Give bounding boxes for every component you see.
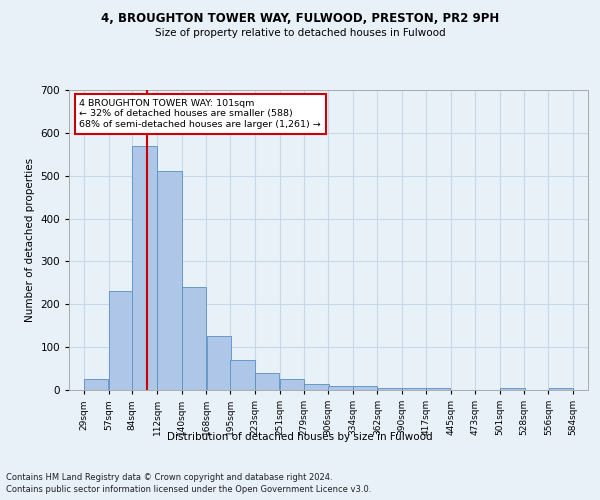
- Bar: [304, 384, 329, 390]
- Bar: [353, 386, 377, 390]
- Bar: [548, 388, 573, 390]
- Bar: [84, 380, 109, 390]
- Bar: [230, 360, 255, 390]
- Bar: [280, 380, 304, 390]
- Text: Distribution of detached houses by size in Fulwood: Distribution of detached houses by size …: [167, 432, 433, 442]
- Bar: [500, 388, 524, 390]
- Bar: [426, 388, 451, 390]
- Bar: [328, 386, 353, 390]
- Y-axis label: Number of detached properties: Number of detached properties: [25, 158, 35, 322]
- Text: Contains public sector information licensed under the Open Government Licence v3: Contains public sector information licen…: [6, 485, 371, 494]
- Text: Size of property relative to detached houses in Fulwood: Size of property relative to detached ho…: [155, 28, 445, 38]
- Bar: [206, 336, 231, 390]
- Bar: [255, 373, 280, 390]
- Bar: [377, 388, 402, 390]
- Text: 4 BROUGHTON TOWER WAY: 101sqm
← 32% of detached houses are smaller (588)
68% of : 4 BROUGHTON TOWER WAY: 101sqm ← 32% of d…: [79, 99, 321, 129]
- Text: 4, BROUGHTON TOWER WAY, FULWOOD, PRESTON, PR2 9PH: 4, BROUGHTON TOWER WAY, FULWOOD, PRESTON…: [101, 12, 499, 26]
- Bar: [157, 172, 182, 390]
- Text: Contains HM Land Registry data © Crown copyright and database right 2024.: Contains HM Land Registry data © Crown c…: [6, 472, 332, 482]
- Bar: [109, 292, 133, 390]
- Bar: [182, 287, 206, 390]
- Bar: [133, 146, 157, 390]
- Bar: [402, 388, 427, 390]
